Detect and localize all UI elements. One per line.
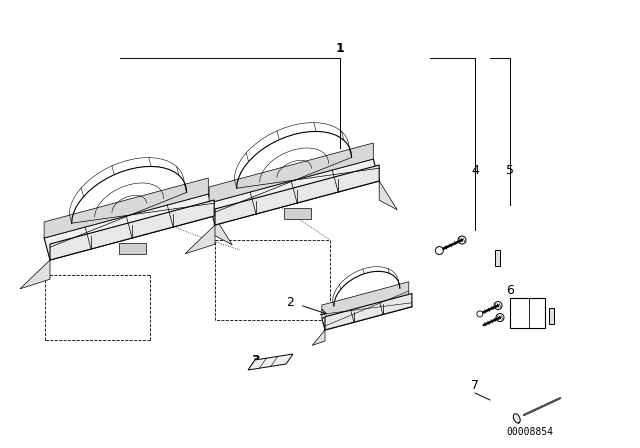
Circle shape — [494, 302, 502, 310]
Polygon shape — [215, 165, 380, 225]
Polygon shape — [312, 330, 325, 345]
Polygon shape — [513, 414, 520, 423]
Polygon shape — [209, 159, 380, 225]
Polygon shape — [380, 181, 397, 210]
Text: 4: 4 — [471, 164, 479, 177]
Polygon shape — [248, 354, 293, 370]
Polygon shape — [322, 295, 412, 330]
Polygon shape — [322, 282, 409, 318]
Polygon shape — [118, 243, 146, 254]
Polygon shape — [214, 216, 232, 245]
Text: 3: 3 — [251, 353, 259, 366]
Text: 1: 1 — [335, 42, 344, 55]
Text: 7: 7 — [471, 379, 479, 392]
Text: 2: 2 — [286, 296, 294, 309]
Circle shape — [435, 246, 444, 254]
Polygon shape — [495, 250, 499, 266]
Text: 00008854: 00008854 — [506, 427, 554, 437]
Polygon shape — [44, 194, 214, 260]
Text: 5: 5 — [506, 164, 514, 177]
Polygon shape — [50, 200, 214, 260]
Polygon shape — [44, 178, 208, 238]
Circle shape — [496, 314, 504, 322]
Polygon shape — [209, 143, 373, 203]
Bar — [510, 298, 545, 328]
Polygon shape — [325, 293, 412, 330]
Text: 6: 6 — [506, 284, 514, 297]
Circle shape — [477, 311, 483, 317]
Polygon shape — [185, 225, 215, 254]
Circle shape — [458, 236, 466, 244]
Polygon shape — [20, 260, 50, 289]
Polygon shape — [548, 308, 554, 324]
Polygon shape — [284, 208, 310, 219]
